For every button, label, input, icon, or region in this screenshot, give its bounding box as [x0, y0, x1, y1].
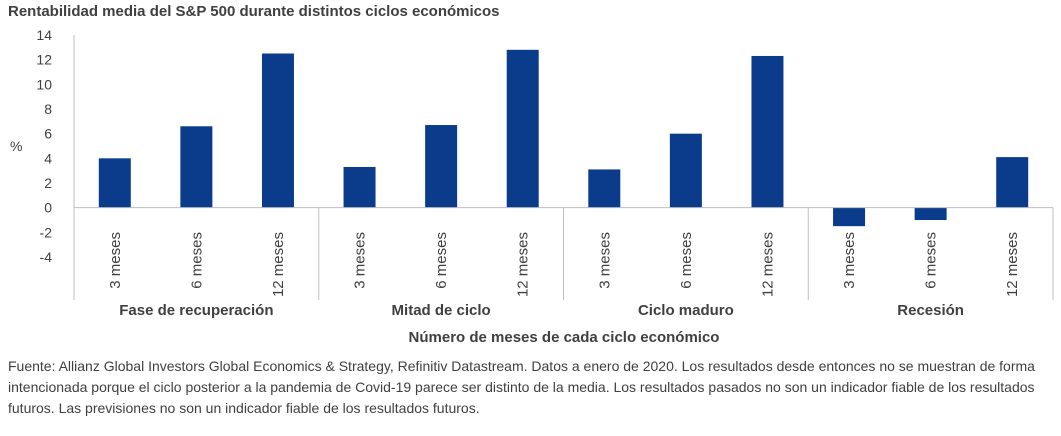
category-label: 12 meses	[515, 232, 532, 297]
y-tick-label: 8	[44, 101, 52, 117]
group-labels: Fase de recuperación Mitad de ciclo Ciclo …	[119, 302, 964, 319]
bar-3-1	[588, 169, 621, 208]
bars	[98, 49, 1029, 227]
group-label: Recesión	[897, 302, 964, 319]
y-tick-label: -4	[40, 249, 53, 265]
y-tick-label: 14	[36, 27, 52, 43]
y-tick-label: 12	[36, 52, 52, 68]
y-tick-label: 0	[44, 200, 52, 216]
y-tick-label: 2	[44, 175, 52, 191]
x-axis-label: Número de meses de cada ciclo económico	[409, 329, 720, 346]
bar-4-3	[996, 157, 1029, 208]
bar-4-2	[914, 207, 947, 220]
bar-1-1	[98, 158, 131, 208]
category-label: 6 meses	[923, 232, 940, 289]
bar-chart: 14 12 10 8 6 4 2 0 -2 -4 % 3 meses 6 meses 12 meses…	[10, 27, 1054, 346]
source-note: Fuente: Allianz Global Investors Global …	[8, 358, 1035, 416]
category-labels: 3 meses 6 meses 12 meses 3 meses 6 meses 12 m…	[107, 232, 1021, 297]
category-label: 12 meses	[270, 232, 287, 297]
y-tick-label: 4	[44, 150, 52, 166]
y-axis-ticks: 14 12 10 8 6 4 2 0 -2 -4	[36, 27, 52, 265]
category-label: 3 meses	[596, 232, 613, 289]
y-tick-label: -2	[40, 224, 53, 240]
bar-2-2	[425, 125, 458, 208]
y-axis-label: %	[10, 138, 22, 154]
bar-1-2	[180, 126, 213, 208]
group-label: Mitad de ciclo	[392, 302, 491, 319]
y-tick-label: 10	[36, 76, 52, 92]
bar-2-3	[506, 49, 539, 208]
category-label: 3 meses	[352, 232, 369, 289]
y-tick-label: 6	[44, 126, 52, 142]
category-label: 3 meses	[107, 232, 124, 289]
category-label: 6 meses	[433, 232, 450, 289]
group-label: Fase de recuperación	[119, 302, 273, 319]
chart-title: Rentabilidad media del S&P 500 durante d…	[8, 3, 500, 20]
category-label: 6 meses	[188, 232, 205, 289]
bar-2-1	[343, 166, 376, 208]
category-label: 3 meses	[841, 232, 858, 289]
bar-1-3	[261, 53, 294, 208]
axis-lines	[73, 35, 1054, 300]
bar-4-1	[833, 207, 866, 227]
bar-3-2	[669, 133, 702, 208]
group-label: Ciclo maduro	[638, 302, 734, 319]
category-label: 12 meses	[759, 232, 776, 297]
category-label: 12 meses	[1004, 232, 1021, 297]
bar-3-3	[751, 55, 784, 208]
category-label: 6 meses	[678, 232, 695, 289]
